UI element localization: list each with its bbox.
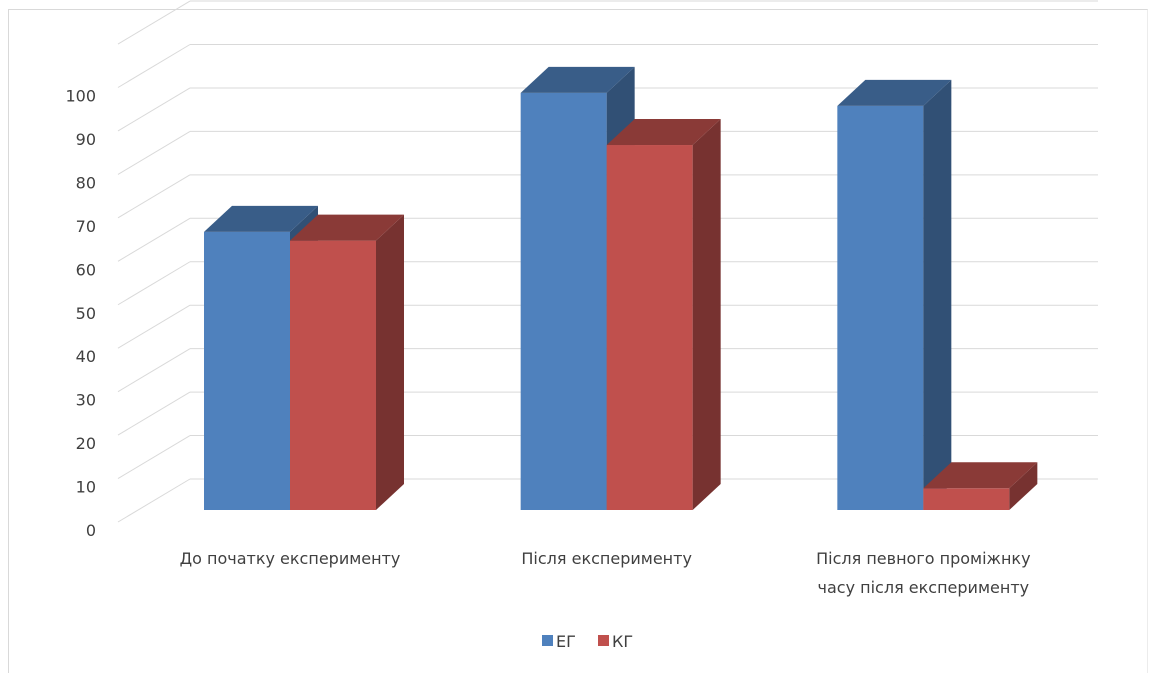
gridline-diagonal bbox=[117, 44, 191, 88]
y-tick-label: 50 bbox=[76, 304, 96, 323]
gridline-diagonal bbox=[117, 304, 191, 349]
y-tick-label: 100 bbox=[65, 87, 96, 106]
bar-top bbox=[837, 79, 952, 106]
bar-top bbox=[606, 119, 721, 146]
legend-label: КГ bbox=[612, 632, 633, 651]
x-category-label: часу після експерименту bbox=[818, 578, 1030, 597]
gridline-diagonal bbox=[117, 130, 191, 175]
y-tick-label: 80 bbox=[76, 173, 96, 192]
y-tick-label: 20 bbox=[76, 434, 96, 453]
bar bbox=[923, 488, 1010, 510]
gridline-diagonal bbox=[117, 435, 191, 479]
y-tick-label: 30 bbox=[76, 391, 96, 410]
bar-side bbox=[376, 214, 404, 511]
y-tick-label: 60 bbox=[76, 260, 96, 279]
legend-label: ЕГ bbox=[556, 632, 576, 651]
bar-top bbox=[204, 205, 318, 232]
x-category-label: До початку експерименту bbox=[180, 549, 401, 568]
y-tick-label: 70 bbox=[76, 217, 96, 236]
bar-top bbox=[520, 66, 635, 93]
gridline-diagonal bbox=[117, 348, 191, 393]
bar bbox=[606, 145, 693, 510]
y-tick-label: 90 bbox=[76, 130, 96, 149]
bar bbox=[520, 92, 607, 510]
chart-frame bbox=[8, 9, 1148, 673]
bar bbox=[204, 231, 290, 511]
bar bbox=[837, 105, 924, 510]
y-tick-label: 0 bbox=[86, 521, 96, 540]
gridline-diagonal bbox=[117, 391, 191, 436]
legend-swatch bbox=[598, 635, 609, 646]
gridline-diagonal bbox=[117, 0, 191, 45]
bar-side bbox=[692, 119, 721, 511]
bar bbox=[290, 240, 376, 511]
gridline-diagonal bbox=[117, 174, 191, 219]
x-category-label: Після певного проміжнку bbox=[816, 549, 1030, 568]
gridline-diagonal bbox=[117, 87, 191, 132]
bar-top bbox=[923, 462, 1038, 489]
gridline-diagonal bbox=[117, 478, 191, 523]
y-tick-label: 10 bbox=[76, 478, 96, 497]
gridline-diagonal bbox=[117, 217, 191, 262]
y-tick-label: 40 bbox=[76, 347, 96, 366]
x-category-label: Після експерименту bbox=[521, 549, 692, 568]
bar-side bbox=[923, 79, 952, 510]
bar-side bbox=[1009, 462, 1038, 510]
bar-top bbox=[290, 214, 404, 241]
legend-swatch bbox=[542, 635, 553, 646]
gridline-diagonal bbox=[117, 261, 191, 306]
